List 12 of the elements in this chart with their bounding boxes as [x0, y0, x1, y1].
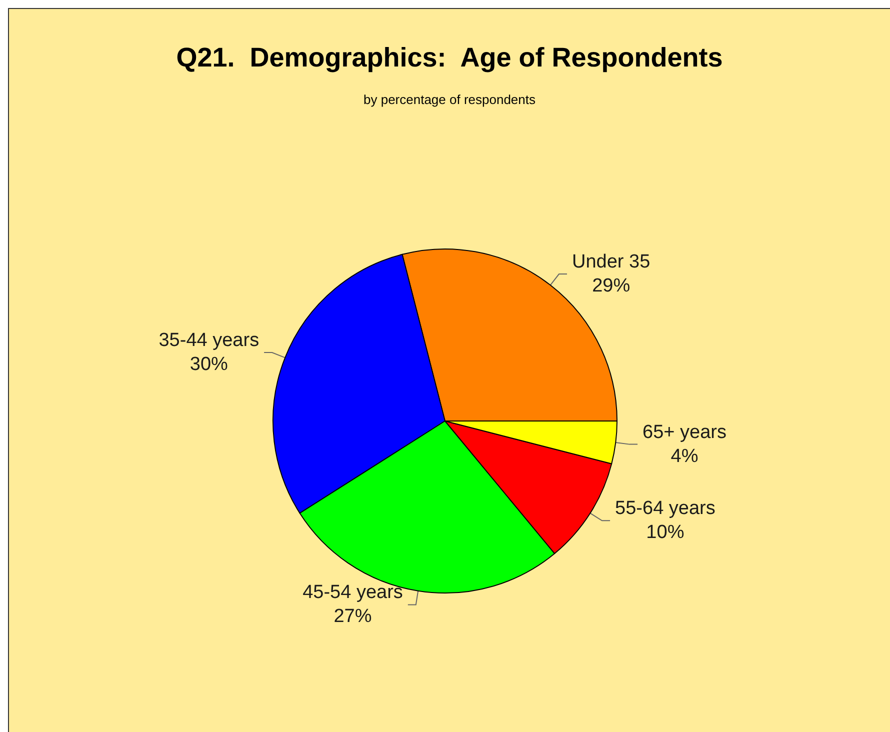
slice-label: 55-64 years: [615, 498, 716, 520]
data-label: 4%: [670, 446, 698, 467]
chart-subtitle: by percentage of respondents: [363, 92, 536, 107]
slice-label: Under 35: [572, 252, 650, 273]
data-label: 29%: [592, 276, 630, 297]
data-label: 27%: [334, 606, 372, 628]
slice-label: 45-54 years: [302, 582, 403, 604]
slice-label: 65+ years: [642, 422, 727, 443]
slice-label: 35-44 years: [158, 330, 260, 352]
data-label: 30%: [190, 354, 228, 376]
data-label: 10%: [646, 522, 684, 544]
chart-title: Q21. Demographics: Age of Respondents: [176, 42, 723, 72]
